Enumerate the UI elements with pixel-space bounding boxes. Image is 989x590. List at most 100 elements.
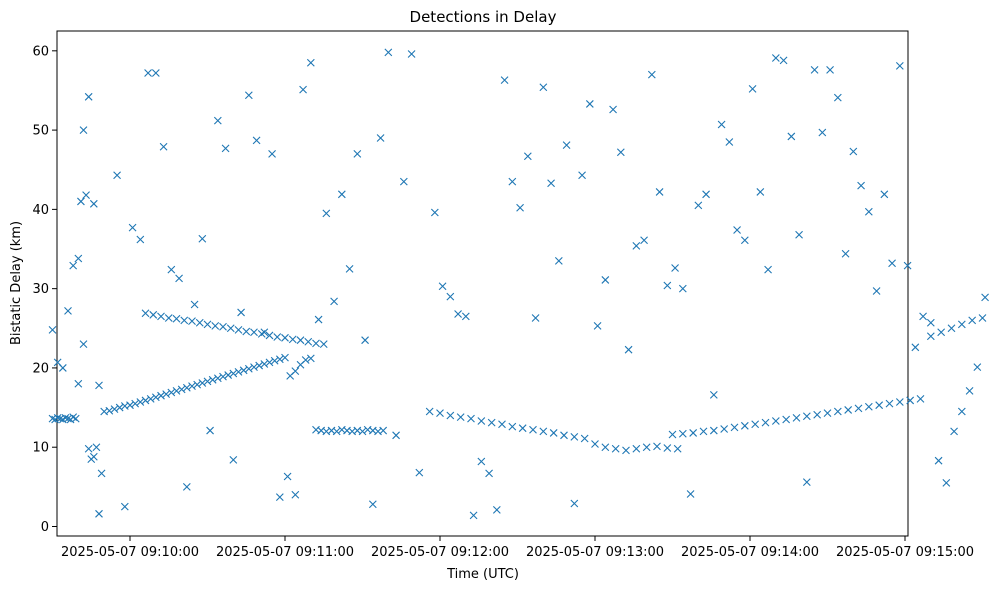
detection-marker — [709, 390, 718, 399]
detection-marker — [208, 375, 217, 384]
detection-marker — [578, 171, 586, 180]
detection-marker — [304, 337, 313, 346]
detection-marker — [172, 314, 181, 323]
detection-marker — [771, 54, 780, 62]
detection-marker — [673, 444, 682, 453]
detection-marker — [283, 472, 292, 481]
detection-marker — [79, 340, 88, 349]
detection-marker — [748, 84, 757, 93]
detection-marker — [436, 409, 444, 418]
data-markers — [48, 48, 989, 520]
detection-marker — [818, 128, 827, 137]
detection-marker — [730, 423, 739, 432]
detection-marker — [188, 382, 196, 391]
detection-marker — [477, 457, 486, 466]
detection-marker — [430, 208, 439, 217]
chart-title: Detections in Delay — [410, 8, 557, 26]
detection-marker — [79, 126, 88, 134]
detection-marker — [740, 421, 749, 430]
detection-marker — [265, 358, 274, 367]
detection-marker — [77, 197, 85, 206]
x-tick-label: 2025-05-07 09:10:00 — [61, 545, 199, 560]
detection-marker — [926, 332, 935, 341]
detection-marker — [234, 368, 243, 376]
detection-marker — [446, 411, 455, 420]
detection-marker — [175, 274, 183, 283]
detection-marker — [213, 116, 222, 125]
detection-marker — [242, 327, 251, 336]
detection-marker — [89, 199, 98, 208]
detection-marker — [709, 426, 718, 435]
detection-marker — [978, 314, 987, 322]
detection-marker — [252, 136, 261, 145]
detection-marker — [756, 188, 765, 196]
detection-marker — [345, 264, 354, 273]
detection-marker — [570, 433, 579, 441]
y-axis: 0 10 20 30 40 50 60 — [32, 44, 57, 535]
detection-marker — [281, 333, 289, 342]
detection-marker — [203, 320, 212, 329]
detection-marker — [250, 363, 258, 372]
detection-marker — [71, 414, 80, 423]
detection-marker — [663, 444, 672, 452]
detection-marker — [74, 379, 83, 388]
detection-marker — [237, 308, 245, 317]
detection-marker — [219, 372, 227, 381]
detection-marker — [616, 148, 625, 157]
detection-marker — [518, 424, 527, 433]
detection-marker — [115, 403, 124, 412]
detection-marker — [549, 429, 558, 437]
detection-marker — [141, 396, 150, 405]
detection-marker — [539, 83, 548, 92]
detection-marker — [601, 443, 610, 452]
detection-marker — [379, 426, 388, 435]
x-axis: 2025-05-07 09:10:00 2025-05-07 09:11:00 20… — [61, 536, 974, 560]
detection-marker — [53, 413, 62, 422]
y-tick-label: 50 — [32, 124, 49, 139]
detection-marker — [547, 179, 555, 188]
detection-marker — [580, 434, 589, 443]
detection-marker — [467, 414, 475, 423]
detection-marker — [857, 181, 865, 190]
detection-marker — [872, 287, 881, 295]
detection-marker — [95, 381, 103, 390]
x-tick-label: 2025-05-07 09:15:00 — [836, 545, 974, 560]
detection-marker — [157, 312, 165, 321]
detection-marker — [469, 511, 478, 520]
detection-marker — [425, 407, 434, 416]
detection-marker — [792, 413, 801, 422]
detection-marker — [717, 120, 726, 129]
detection-marker — [864, 207, 873, 216]
detection-marker — [193, 380, 202, 389]
detection-marker — [671, 264, 679, 272]
detection-marker — [523, 152, 532, 161]
detection-marker — [826, 65, 834, 74]
detection-marker — [146, 394, 155, 403]
detection-marker — [686, 490, 695, 498]
detection-marker — [69, 261, 78, 270]
detection-marker — [244, 91, 253, 100]
detection-marker — [190, 300, 199, 309]
detection-marker — [957, 407, 966, 416]
detection-marker — [968, 316, 977, 325]
detection-marker — [585, 100, 594, 108]
detection-marker — [668, 430, 677, 439]
detection-marker — [653, 442, 661, 451]
detection-marker — [268, 149, 276, 158]
detection-marker — [916, 394, 925, 403]
detection-marker — [198, 234, 207, 243]
detection-marker — [255, 361, 264, 370]
plot-area — [48, 30, 989, 537]
detection-marker — [392, 431, 400, 440]
detection-marker — [182, 482, 191, 491]
detection-marker — [529, 425, 537, 434]
detection-marker — [942, 478, 951, 487]
detection-marker — [895, 61, 904, 70]
detection-marker — [854, 404, 863, 413]
detection-marker — [895, 398, 904, 406]
detection-marker — [159, 142, 168, 151]
detection-marker — [301, 356, 310, 364]
detection-marker — [84, 444, 93, 453]
detection-marker — [461, 312, 470, 321]
detection-marker — [947, 324, 956, 333]
